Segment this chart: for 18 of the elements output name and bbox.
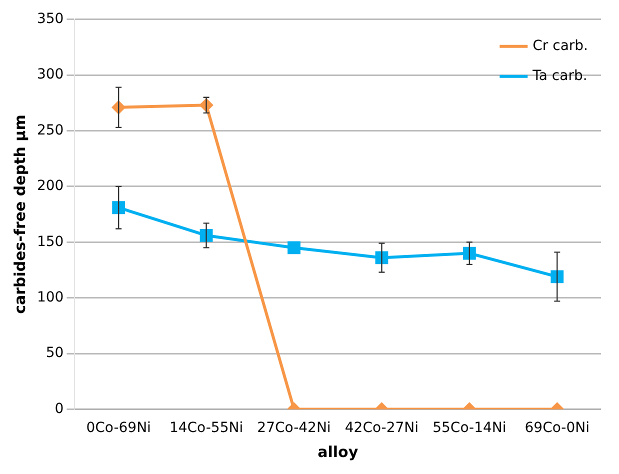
x-tick-label: 0Co-69Ni	[86, 420, 151, 436]
y-tick-label: 250	[36, 122, 64, 138]
y-tick-label: 300	[36, 66, 64, 83]
legend-label: Ta carb.	[532, 68, 588, 84]
y-tick-label: 150	[36, 234, 64, 250]
legend-label: Cr carb.	[532, 38, 588, 54]
y-tick-label: 50	[46, 345, 64, 362]
y-tick-label: 0	[54, 400, 64, 417]
x-tick-label: 69Co-0Ni	[524, 420, 590, 436]
y-tick-label: 100	[36, 289, 64, 306]
x-tick-label: 14Co-55Ni	[169, 420, 244, 436]
y-tick-label: 350	[36, 11, 64, 28]
y-axis-title: carbides-free depth µm	[10, 114, 29, 314]
x-tick-label: 27Co-42Ni	[257, 420, 331, 436]
x-tick-label: 55Co-14Ni	[432, 420, 506, 436]
y-tick-label: 200	[36, 178, 64, 194]
x-axis-title: alloy	[318, 442, 358, 461]
x-tick-label: 42Co-27Ni	[344, 420, 419, 436]
